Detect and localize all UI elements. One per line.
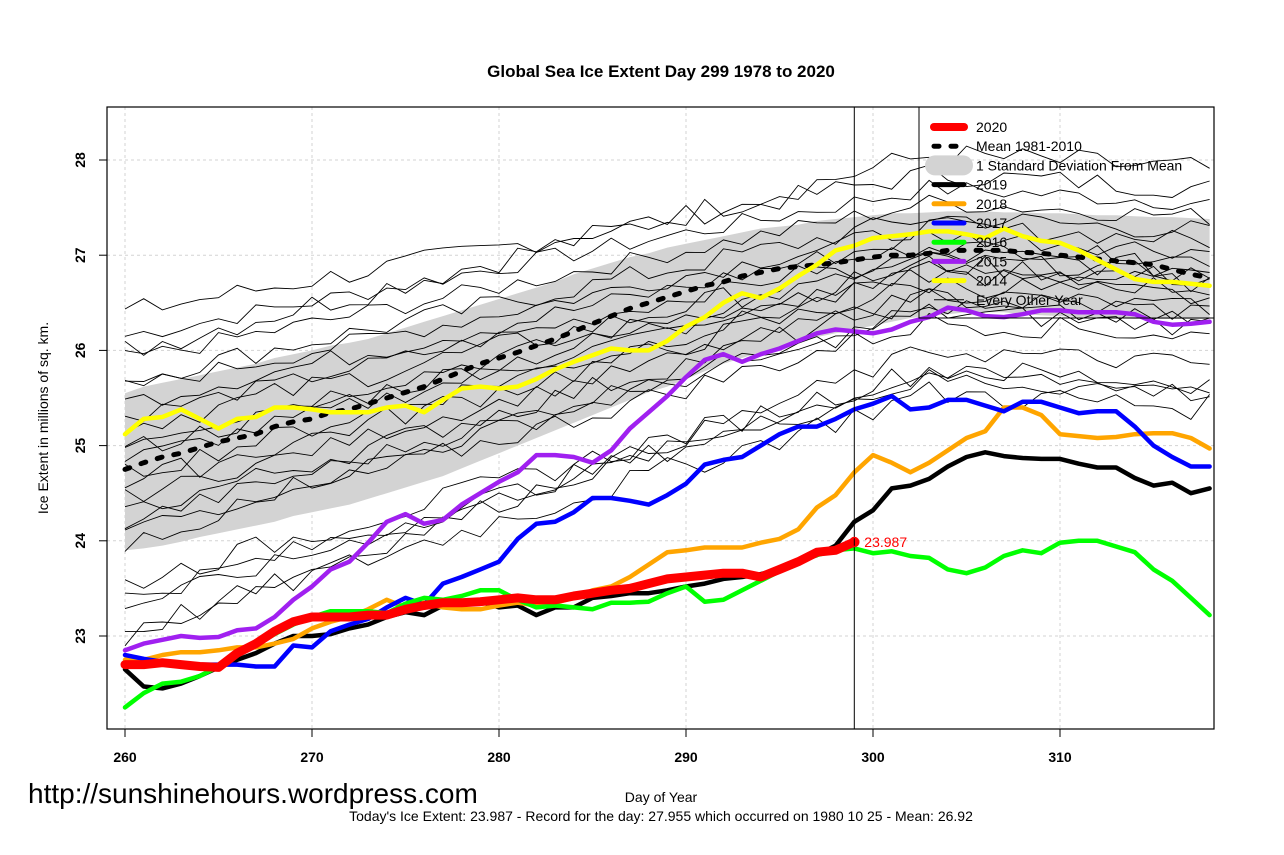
mean-line	[122, 247, 1213, 472]
y-axis: 23 24 25 26 27 28	[72, 152, 107, 644]
legend-box	[918, 106, 1215, 319]
x-axis-label: Day of Year	[625, 789, 698, 805]
legend-label: 2018	[976, 196, 1007, 212]
annotation-label: 23.987	[864, 534, 907, 550]
other-year-line	[124, 194, 1210, 355]
x-axis: 260 270 280 290 300 310	[113, 729, 1072, 765]
legend-label: 2014	[976, 273, 1007, 289]
chart-title: Global Sea Ice Extent Day 299 1978 to 20…	[487, 62, 835, 81]
series-line-2018	[122, 405, 1212, 663]
series-line-2019	[122, 450, 1212, 691]
other-year-line	[124, 277, 1210, 489]
y-axis-label: Ice Extent in millions of sq. km.	[35, 322, 51, 514]
series-line-2017	[122, 393, 1212, 669]
series-line-2014	[122, 226, 1212, 437]
legend-label: 2020	[976, 119, 1007, 135]
annotation: 23.987	[849, 534, 907, 550]
other-year-line	[124, 288, 1210, 503]
mean-1981-2010-line	[122, 247, 1213, 472]
series-line-2015	[122, 305, 1212, 653]
other-year-line	[124, 164, 1210, 311]
sd-band-area	[125, 211, 1210, 551]
legend-label: 1 Standard Deviation From Mean	[976, 157, 1182, 173]
other-year-line	[124, 365, 1210, 610]
legend-label: Mean 1981-2010	[976, 138, 1082, 154]
x-tick-label: 290	[674, 749, 698, 765]
y-tick-label: 27	[72, 247, 88, 263]
footer-stats: Today's Ice Extent: 23.987 - Record for …	[349, 808, 973, 824]
x-tick-label: 270	[300, 749, 324, 765]
other-year-line	[124, 179, 1210, 338]
x-tick-label: 310	[1048, 749, 1072, 765]
x-tick-label: 300	[861, 749, 885, 765]
legend: 2020 Mean 1981-2010 1 Standard Deviation F…	[918, 106, 1215, 319]
series-lines	[120, 226, 1212, 710]
other-year-line	[124, 231, 1210, 406]
other-year-line	[124, 145, 1210, 356]
other-year-line	[124, 269, 1210, 477]
annotation-marker	[849, 536, 860, 548]
legend-label: Every Other Year	[976, 292, 1083, 308]
sd-band	[125, 211, 1210, 551]
series-line-2020	[120, 537, 859, 672]
other-year-line	[124, 217, 1210, 387]
other-year-line	[124, 251, 1210, 448]
y-tick-label: 26	[72, 342, 88, 358]
x-tick-label: 280	[487, 749, 511, 765]
other-year-line	[124, 288, 1210, 510]
plot-frame	[106, 106, 1215, 730]
other-year-line	[124, 362, 1210, 589]
legend-label: 2016	[976, 234, 1007, 250]
other-year-line	[124, 213, 1210, 382]
legend-label: 2019	[976, 177, 1007, 193]
other-year-line	[124, 300, 1210, 530]
other-year-line	[124, 346, 1210, 647]
legend-label: 2017	[976, 215, 1007, 231]
legend-swatch	[925, 155, 973, 176]
watermark-url[interactable]: http://sunshinehours.wordpress.com	[28, 778, 478, 809]
y-tick-label: 24	[72, 533, 88, 549]
legend-label: 2015	[976, 253, 1007, 269]
x-tick-label: 260	[113, 749, 137, 765]
y-tick-label: 23	[72, 628, 88, 644]
y-tick-label: 28	[72, 152, 88, 168]
other-years	[124, 145, 1210, 647]
y-tick-label: 25	[72, 438, 88, 454]
other-year-line	[124, 369, 1210, 595]
